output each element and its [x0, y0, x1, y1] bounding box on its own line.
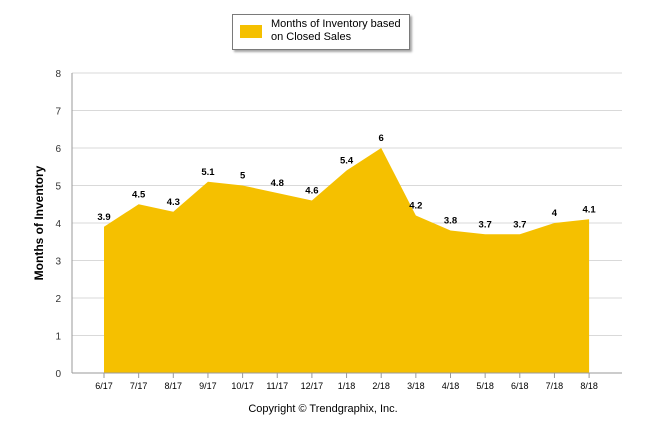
data-label: 4.3	[167, 197, 180, 208]
y-tick-label: 7	[55, 107, 61, 118]
y-tick-label: 6	[55, 144, 61, 155]
x-tick-label: 8/18	[580, 381, 598, 391]
x-tick-label: 11/17	[266, 381, 288, 391]
x-tick-label: 5/18	[476, 381, 494, 391]
data-label: 3.7	[513, 219, 526, 230]
y-tick-label: 8	[55, 69, 61, 80]
x-tick-label: 8/17	[165, 381, 183, 391]
copyright-text: Copyright © Trendgraphix, Inc.	[248, 403, 398, 415]
x-tick-label: 4/18	[442, 381, 460, 391]
x-tick-label: 12/17	[301, 381, 324, 391]
y-tick-label: 0	[55, 369, 61, 380]
x-tick-label: 10/17	[231, 381, 254, 391]
data-label: 5.1	[201, 167, 215, 178]
y-tick-label: 4	[55, 219, 61, 230]
area-fill	[104, 148, 590, 373]
y-tick-label: 2	[55, 294, 61, 305]
data-label: 3.9	[97, 212, 110, 223]
legend: Months of Inventory based on Closed Sale…	[232, 14, 410, 50]
axes: 0 1 2 3 4 5 6 7 8 6/17 7/17 8/17 9/17 10/17 11/17 12/17…	[55, 69, 622, 391]
y-tick-label: 5	[55, 182, 61, 193]
x-tick-label: 7/18	[546, 381, 564, 391]
x-tick-label: 6/18	[511, 381, 529, 391]
x-tick-label: 6/17	[95, 381, 113, 391]
data-label: 3.7	[479, 219, 492, 230]
x-tick-label: 7/17	[130, 381, 148, 391]
data-label: 4	[552, 208, 558, 219]
data-label: 4.6	[305, 186, 318, 197]
x-tick-label: 9/17	[199, 381, 217, 391]
area-series	[104, 148, 590, 373]
data-labels: 3.9 4.5 4.3 5.1 5 4.8 4.6 5.4 6 4.2 3.8 3.7 3.7 4 4.1	[97, 133, 596, 230]
data-label: 4.2	[409, 201, 422, 212]
legend-label: Months of Inventory based on Closed Sale…	[271, 18, 401, 43]
data-label: 4.8	[271, 178, 284, 189]
data-label: 4.5	[132, 189, 146, 200]
legend-swatch	[240, 25, 262, 38]
data-label: 3.8	[444, 216, 457, 227]
data-label: 5	[240, 171, 246, 182]
data-label: 4.1	[582, 204, 596, 215]
x-tick-label: 2/18	[372, 381, 390, 391]
data-label: 6	[379, 133, 384, 144]
y-tick-label: 1	[55, 332, 61, 343]
x-tick-label: 3/18	[407, 381, 425, 391]
y-axis-label: Months of Inventory	[32, 165, 46, 280]
y-tick-label: 3	[55, 257, 61, 268]
data-label: 5.4	[340, 156, 354, 167]
x-tick-label: 1/18	[338, 381, 356, 391]
